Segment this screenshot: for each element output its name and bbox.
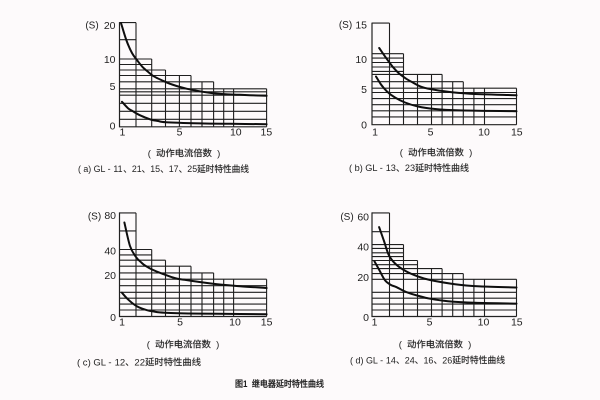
svg-text:0: 0 — [110, 121, 116, 133]
svg-text:5: 5 — [177, 317, 183, 329]
svg-text:22: 22 — [134, 357, 145, 368]
svg-text:15: 15 — [261, 127, 273, 139]
svg-text:(S): (S) — [85, 21, 98, 32]
svg-text:10: 10 — [104, 54, 116, 66]
svg-text:(S): (S) — [339, 20, 352, 31]
svg-text:25: 25 — [187, 164, 197, 174]
svg-text:15: 15 — [511, 317, 523, 329]
svg-text:5: 5 — [428, 127, 434, 139]
svg-text:26: 26 — [442, 355, 452, 365]
svg-text:5: 5 — [110, 81, 116, 93]
svg-text:0: 0 — [363, 312, 369, 324]
svg-text:23: 23 — [405, 163, 415, 173]
svg-text:0: 0 — [110, 312, 116, 324]
svg-text:10: 10 — [355, 54, 367, 66]
svg-text:40: 40 — [104, 245, 116, 257]
svg-text:5: 5 — [427, 317, 433, 329]
svg-text:15: 15 — [511, 127, 523, 139]
svg-text:11: 11 — [113, 164, 122, 174]
svg-text:1: 1 — [372, 127, 378, 139]
svg-text:(S): (S) — [340, 212, 353, 223]
svg-text:): ) — [211, 340, 219, 351]
svg-text:60: 60 — [357, 211, 369, 223]
svg-text:( d) GL -: ( d) GL - — [350, 355, 386, 365]
svg-text:17: 17 — [169, 164, 179, 174]
svg-text:1: 1 — [243, 378, 252, 389]
svg-text:10: 10 — [230, 127, 242, 139]
svg-text:20: 20 — [357, 272, 369, 284]
svg-text:21: 21 — [132, 164, 142, 174]
svg-text:( b) GL -: ( b) GL - — [349, 163, 385, 173]
svg-text:(: ( — [400, 148, 408, 159]
svg-text:40: 40 — [357, 242, 369, 254]
svg-text:1: 1 — [119, 317, 125, 329]
svg-text:1: 1 — [119, 127, 125, 139]
svg-text:5: 5 — [177, 127, 183, 139]
svg-text:15: 15 — [355, 19, 367, 31]
svg-text:(: ( — [147, 340, 155, 351]
svg-text:): ) — [212, 148, 220, 159]
svg-text:12: 12 — [115, 357, 126, 368]
svg-text:( a) GL -: ( a) GL - — [78, 164, 113, 174]
svg-text:13: 13 — [386, 163, 396, 173]
svg-text:): ) — [463, 340, 471, 351]
svg-text:(S): (S) — [88, 211, 101, 222]
svg-text:(: ( — [148, 148, 156, 159]
svg-text:20: 20 — [104, 270, 116, 282]
svg-text:5: 5 — [361, 84, 367, 96]
svg-text:20: 20 — [104, 20, 116, 32]
svg-text:( c) GL -: ( c) GL - — [77, 357, 114, 368]
svg-text:16: 16 — [423, 355, 433, 365]
svg-text:10: 10 — [478, 127, 490, 139]
svg-text:80: 80 — [104, 210, 116, 222]
svg-text:(: ( — [399, 340, 407, 351]
svg-text:14: 14 — [386, 355, 396, 365]
svg-text:10: 10 — [229, 317, 241, 329]
svg-text:15: 15 — [150, 164, 160, 174]
svg-text:10: 10 — [478, 317, 490, 329]
svg-text:0: 0 — [361, 120, 367, 132]
svg-text:15: 15 — [261, 317, 273, 329]
svg-text:24: 24 — [405, 355, 415, 365]
svg-text:): ) — [464, 148, 472, 159]
svg-text:1: 1 — [372, 317, 378, 329]
